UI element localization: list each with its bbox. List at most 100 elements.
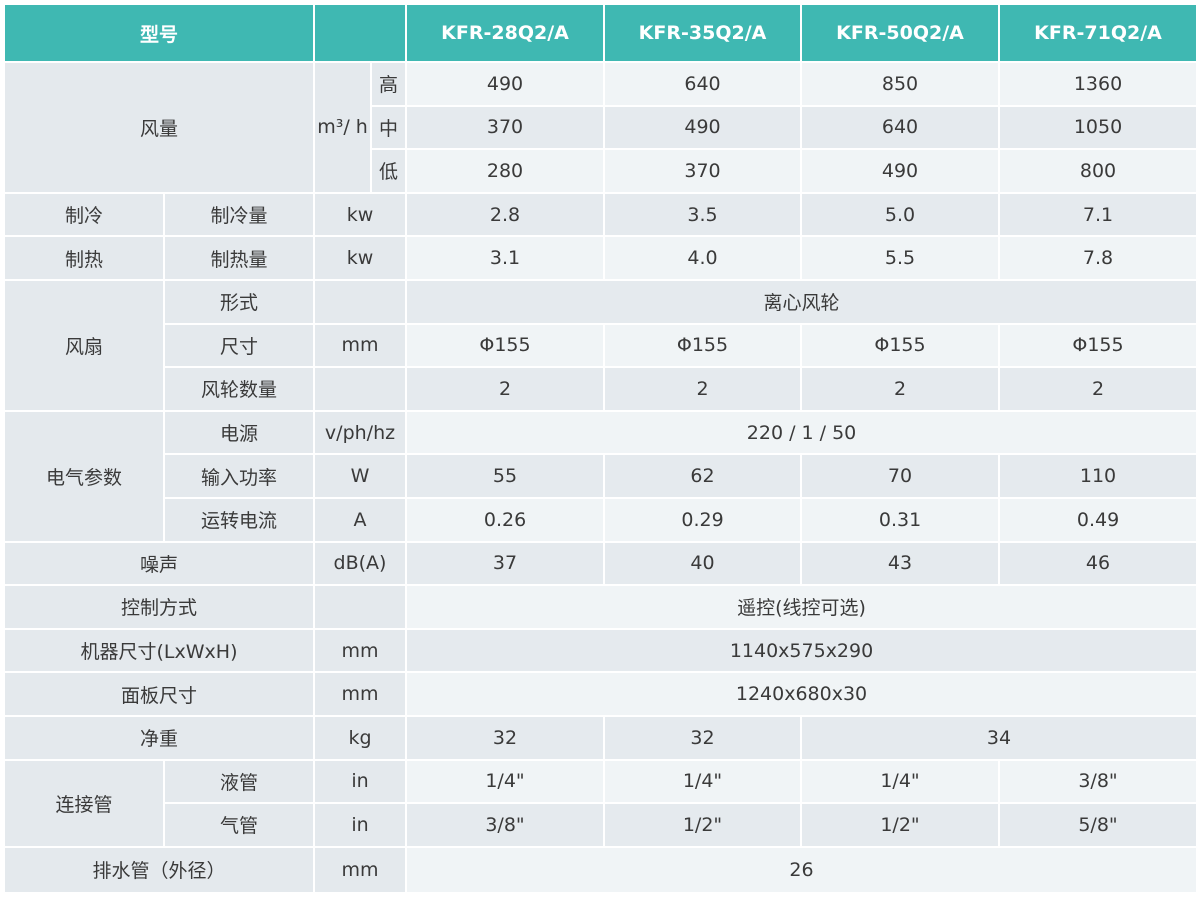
table-row: 排水管（外径） mm 26 <box>2 845 1199 894</box>
table-row: 电气参数 电源 v/ph/hz 220 / 1 / 50 <box>3 409 1199 543</box>
spec-body: 风量 m³/ h 高 490 640 850 1360 中 370 490 640 1050 低 280 3… <box>2 61 1199 894</box>
table-row: 制热 制热量 kw 3.1 4.0 5.5 7.8 <box>3 235 1199 281</box>
row-label: 机器尺寸(LxWxH) <box>2 627 316 674</box>
value-cell: 2 <box>603 366 803 412</box>
unit-cell: kw <box>313 191 408 238</box>
value-cell: 43 <box>800 540 1001 587</box>
table-row: 制冷 制冷量 kw 2.8 3.5 5.0 7.1 <box>3 191 1199 238</box>
value-cell: Φ155 <box>998 322 1199 369</box>
value-cell: 4.0 <box>603 235 803 281</box>
row-label: 风量 <box>2 61 316 194</box>
value-cell: 7.8 <box>998 235 1199 281</box>
row-label: 面板尺寸 <box>2 671 316 717</box>
row-label: 气管 <box>162 802 316 848</box>
unit-cell: in <box>313 758 408 805</box>
row-label: 制冷量 <box>162 191 316 238</box>
value-cell: 遥控(线控可选) <box>405 584 1199 630</box>
value-cell: 2 <box>405 366 606 412</box>
table-row: 控制方式 遥控(线控可选) <box>2 584 1199 630</box>
value-cell: 1140x575x290 <box>405 627 1199 674</box>
unit-cell: W <box>313 453 408 499</box>
unit-cell <box>313 366 408 412</box>
unit-cell: mm <box>313 322 408 369</box>
unit-cell: kg <box>313 714 408 761</box>
table-row: 面板尺寸 mm 1240x680x30 <box>2 671 1199 717</box>
value-cell: 640 <box>603 61 803 107</box>
value-cell: Φ155 <box>405 322 606 369</box>
header-row: 型号 KFR-28Q2/A KFR-35Q2/A KFR-50Q2/A KFR-… <box>2 3 1199 63</box>
model-header: KFR-35Q2/A <box>603 3 803 63</box>
value-cell: 离心风轮 <box>405 278 1199 325</box>
value-cell: 34 <box>800 714 1199 761</box>
value-cell: 2 <box>998 366 1199 412</box>
model-label: 型号 <box>2 3 316 63</box>
row-label: 净重 <box>2 714 316 761</box>
row-label: 控制方式 <box>2 584 316 630</box>
table-row: 连接管 液管 in 1/4" 1/4" 1/4" 3/8" <box>3 758 1199 848</box>
row-label: 液管 <box>162 758 316 805</box>
table-row: 噪声 dB(A) 37 40 43 46 <box>2 540 1199 587</box>
unit-cell <box>313 278 408 325</box>
value-cell: 1/4" <box>405 758 606 805</box>
unit-cell <box>313 584 408 630</box>
unit-cell: dB(A) <box>313 540 408 587</box>
value-cell: 32 <box>603 714 803 761</box>
model-header: KFR-71Q2/A <box>998 3 1199 63</box>
value-cell: 370 <box>603 148 803 194</box>
table-row: 中 370 490 640 1050 <box>4 104 1199 151</box>
value-cell: 220 / 1 / 50 <box>405 409 1199 456</box>
value-cell: 0.31 <box>800 496 1001 543</box>
row-label: 制热量 <box>162 235 316 281</box>
row-label: 电气参数 <box>3 409 165 543</box>
value-cell: Φ155 <box>603 322 803 369</box>
table-row: 风量 m³/ h 高 490 640 850 1360 <box>2 61 1199 194</box>
value-cell: Φ155 <box>800 322 1001 369</box>
value-cell: 37 <box>405 540 606 587</box>
value-cell: 1240x680x30 <box>405 671 1199 717</box>
row-label: 制热 <box>3 235 165 281</box>
row-label: 运转电流 <box>162 496 316 543</box>
value-cell: 1/2" <box>603 802 803 848</box>
value-cell: 640 <box>800 104 1001 151</box>
value-cell: 55 <box>405 453 606 499</box>
model-header: KFR-28Q2/A <box>405 3 606 63</box>
row-label: 排水管（外径） <box>2 845 316 894</box>
value-cell: 62 <box>603 453 803 499</box>
value-cell: 26 <box>405 845 1199 894</box>
value-cell: 1360 <box>998 61 1199 107</box>
value-cell: 5.5 <box>800 235 1001 281</box>
unit-cell: mm <box>313 845 408 894</box>
spec-table: 型号 KFR-28Q2/A KFR-35Q2/A KFR-50Q2/A KFR-… <box>2 3 1199 894</box>
value-cell: 490 <box>800 148 1001 194</box>
value-cell: 850 <box>800 61 1001 107</box>
unit-cell: 中 <box>370 104 408 151</box>
value-cell: 46 <box>998 540 1199 587</box>
unit-cell: A <box>313 496 408 543</box>
row-label: 风轮数量 <box>162 366 316 412</box>
value-cell: 0.29 <box>603 496 803 543</box>
value-cell: 1050 <box>998 104 1199 151</box>
value-cell: 5.0 <box>800 191 1001 238</box>
unit-cell: 低 <box>370 148 408 194</box>
row-label: 制冷 <box>3 191 165 238</box>
unit-cell: v/ph/hz <box>313 409 408 456</box>
table-row: 风扇 形式 离心风轮 <box>3 278 1199 412</box>
value-cell: 490 <box>405 61 606 107</box>
table-row: 气管 in 3/8" 1/2" 1/2" 5/8" <box>4 802 1199 848</box>
unit-cell: in <box>313 802 408 848</box>
unit-cell: mm <box>313 671 408 717</box>
value-cell: 1/4" <box>800 758 1001 805</box>
unit-cell: mm <box>313 627 408 674</box>
value-cell: 5/8" <box>998 802 1199 848</box>
value-cell: 280 <box>405 148 606 194</box>
value-cell: 1/2" <box>800 802 1001 848</box>
table-row: 输入功率 W 55 62 70 110 <box>4 453 1199 499</box>
value-cell: 370 <box>405 104 606 151</box>
table-row: 运转电流 A 0.26 0.29 0.31 0.49 <box>4 496 1199 543</box>
value-cell: 3.1 <box>405 235 606 281</box>
value-cell: 2 <box>800 366 1001 412</box>
row-label: 尺寸 <box>162 322 316 369</box>
value-cell: 490 <box>603 104 803 151</box>
value-cell: 2.8 <box>405 191 606 238</box>
value-cell: 32 <box>405 714 606 761</box>
